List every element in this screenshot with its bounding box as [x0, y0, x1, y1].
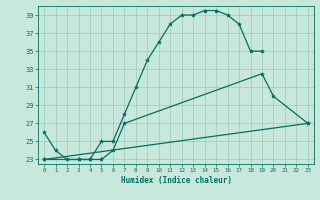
X-axis label: Humidex (Indice chaleur): Humidex (Indice chaleur) [121, 176, 231, 185]
